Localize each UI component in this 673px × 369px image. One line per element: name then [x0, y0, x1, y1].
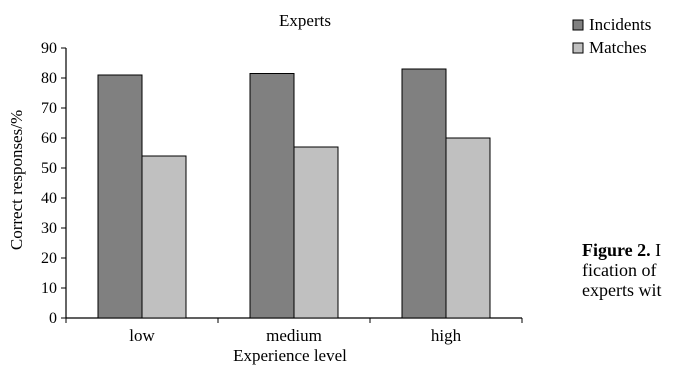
y-tick-label: 10 [41, 280, 57, 297]
y-tick-label: 90 [41, 40, 57, 57]
bar-matches-high [445, 137, 491, 319]
caption-label: Figure 2. [582, 240, 651, 260]
y-tick-label: 30 [41, 220, 57, 237]
x-tick-label: medium [266, 326, 322, 345]
legend-label-incidents: Incidents [589, 15, 651, 34]
chart-title: Experts [279, 11, 331, 30]
legend-swatch-incidents [572, 19, 584, 31]
y-tick-label: 0 [49, 310, 57, 327]
caption-line-1-rest: I [655, 240, 662, 260]
y-tick-label: 50 [41, 160, 57, 177]
bars [97, 68, 491, 319]
bar-incidents-low [97, 74, 143, 319]
y-tick-label: 70 [41, 100, 57, 117]
y-tick-label: 20 [41, 250, 57, 267]
bar-incidents-high [401, 68, 447, 319]
caption-label-line: Figure 2. I [582, 240, 661, 261]
bar-incidents-medium [249, 73, 295, 319]
x-axis-label: Experience level [233, 346, 347, 365]
bar-matches-medium [293, 146, 339, 319]
x-tick-label: low [129, 326, 155, 345]
y-tick-label: 80 [41, 70, 57, 87]
caption-line-3: experts wit [582, 280, 662, 300]
legend-label-matches: Matches [589, 38, 647, 57]
bar-matches-low [141, 155, 187, 319]
tick-labels: 0 10 20 30 40 50 60 70 80 90 low medium high [41, 40, 462, 345]
y-axis-label: Correct responses/% [7, 110, 26, 250]
y-tick-label: 40 [41, 190, 57, 207]
legend: Incidents Matches [572, 15, 651, 57]
legend-swatch-matches [572, 42, 584, 54]
caption-line-2: fication of [582, 260, 657, 280]
x-tick-label: high [431, 326, 462, 345]
y-tick-label: 60 [41, 130, 57, 147]
